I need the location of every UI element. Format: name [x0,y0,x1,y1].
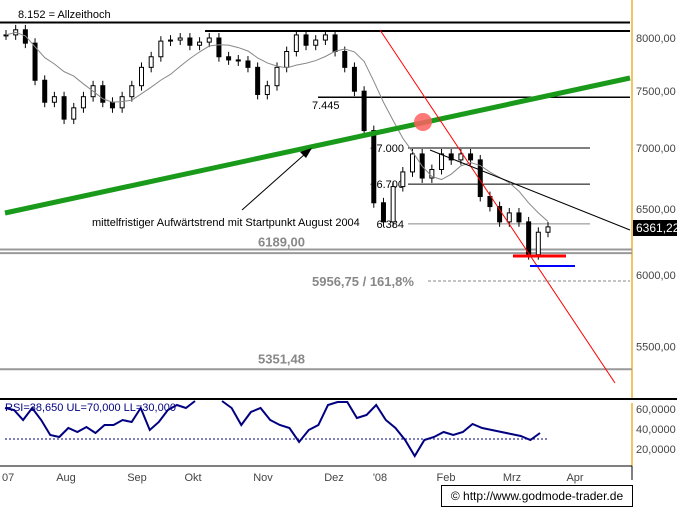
candle-body [526,221,532,256]
candle-body [226,56,232,61]
candle-body [351,66,357,92]
y-tick-label: 7000,00 [636,143,676,155]
candle-body [506,212,512,223]
x-tick-label: Feb [437,472,456,484]
candle-body [516,212,522,223]
ath-label: 8.152 = Allzeithoch [18,9,111,21]
candle-body [264,85,270,95]
y-tick-label: 8000,00 [636,33,676,45]
support-6189-label: 6189,00 [258,234,305,249]
candle-body [322,34,328,41]
rsi-line [4,400,196,439]
candle-body [206,37,212,43]
candle-body [293,34,299,52]
candle-body [255,66,261,95]
x-tick-label: Mrz [503,472,521,484]
support-5351-label: 5351,48 [258,351,305,366]
candle-body [61,96,67,120]
candle-body [158,40,164,58]
candle-body [458,153,464,161]
y-tick-label: 7500,00 [636,86,676,98]
y-tick-label: 5500,00 [636,342,676,354]
candle-body [448,153,454,161]
x-tick-label: Apr [566,472,583,484]
candle-body [235,59,241,62]
candle-body [535,231,541,256]
candle-body [3,34,9,37]
candle-body [51,96,57,103]
candle-body [274,66,280,87]
candle-body [303,34,309,46]
candle-body [245,60,251,68]
x-tick-label: Nov [253,472,273,484]
candle-body [439,153,445,170]
candle-body [545,226,551,233]
red-downtrend-line [379,29,616,384]
candle-body [468,153,474,161]
candle-body [42,79,48,103]
candle-body [400,171,406,188]
candle-body [197,41,203,46]
trend-annotation: mittelfristiger Aufwärtstrend mit Startp… [92,217,360,229]
candle-body [148,56,154,68]
low-7445-label: 7.445 [312,100,340,112]
x-tick-label: Aug [56,472,76,484]
candle-body [80,96,86,109]
candle-body [187,37,193,46]
copyright-footer[interactable]: © http://www.godmode-trader.de [441,485,633,507]
rsi-label: RSI=38,650 UL=70,000 LL=30,000 [5,402,176,414]
candle-body [410,153,415,173]
downtrend-line [429,149,631,231]
candle-body [109,101,115,109]
candle-body [177,37,183,41]
candle-body [487,196,493,208]
rsi-y-tick-label: 60,0000 [636,404,676,416]
arrow-head-icon [300,148,312,158]
candle-body [380,202,386,223]
candle-body [71,107,77,120]
candle-body [497,206,503,223]
rsi-line [221,400,541,458]
x-tick-label: Sep [127,472,147,484]
candle-body [284,50,290,68]
l7000-label: ~7.000 [370,143,404,155]
x-tick-label: 07 [2,472,14,484]
candle-body [119,96,125,109]
candle-body [139,66,144,87]
candle-body [342,50,348,68]
candle-body [168,39,174,42]
y-tick-label: 6000,00 [636,270,676,282]
x-tick-label: Dez [324,472,344,484]
x-tick-label: Okt [184,472,201,484]
candle-body [371,130,377,204]
last-price-label: 6361,22 [636,221,677,235]
fib-label: 5956,75 / 161,8% [312,274,414,289]
moving-average-line [5,31,549,222]
x-tick-label: '08 [373,472,387,484]
candle-body [361,90,367,132]
candle-body [390,186,396,223]
candle-body [129,85,135,98]
candle-body [332,34,338,52]
y-tick-label: 6500,00 [636,204,676,216]
candle-body [100,85,106,103]
candle-body [32,42,38,81]
breakout-marker [414,113,432,131]
uptrend-line [4,75,631,216]
rsi-y-tick-label: 40,0000 [636,424,676,436]
candle-body [216,37,222,58]
candle-body [313,39,319,46]
rsi-y-tick-label: 20,0000 [636,444,676,456]
last-price-box [633,220,677,236]
l6384-label: 6.384 [376,219,404,231]
annotation-arrow [241,153,306,211]
